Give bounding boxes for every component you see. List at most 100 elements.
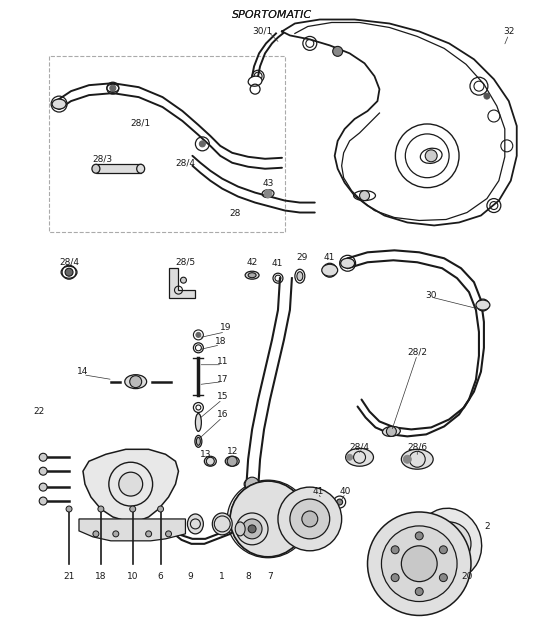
Circle shape	[367, 512, 471, 615]
Text: 20: 20	[461, 572, 473, 581]
Ellipse shape	[204, 457, 216, 466]
Text: 28/1: 28/1	[131, 119, 151, 127]
Circle shape	[337, 499, 343, 505]
Circle shape	[403, 455, 411, 463]
Circle shape	[98, 506, 104, 512]
Circle shape	[439, 546, 447, 554]
Circle shape	[439, 534, 459, 554]
Ellipse shape	[322, 264, 338, 276]
Circle shape	[425, 150, 437, 162]
Text: 13: 13	[199, 450, 211, 459]
Circle shape	[39, 467, 47, 475]
Text: 18: 18	[95, 572, 107, 581]
Circle shape	[242, 493, 294, 545]
Circle shape	[196, 332, 201, 337]
Circle shape	[230, 481, 306, 557]
Ellipse shape	[248, 76, 262, 86]
Circle shape	[93, 531, 99, 537]
Circle shape	[315, 492, 325, 502]
Circle shape	[326, 266, 334, 274]
Text: 41: 41	[324, 253, 335, 262]
Text: 28: 28	[229, 209, 241, 218]
Circle shape	[66, 506, 72, 512]
Circle shape	[391, 573, 399, 582]
Text: 16: 16	[216, 410, 228, 419]
Text: 15: 15	[216, 392, 228, 401]
Ellipse shape	[416, 508, 482, 580]
Ellipse shape	[297, 272, 303, 281]
Circle shape	[110, 85, 116, 91]
Ellipse shape	[213, 513, 232, 535]
Text: 1: 1	[220, 572, 225, 581]
Text: 12: 12	[227, 447, 238, 456]
Ellipse shape	[227, 480, 309, 558]
Circle shape	[439, 573, 447, 582]
Circle shape	[65, 268, 73, 276]
Circle shape	[130, 376, 142, 387]
Circle shape	[39, 497, 47, 505]
Text: 8: 8	[245, 572, 251, 581]
Circle shape	[302, 511, 318, 527]
Ellipse shape	[195, 435, 202, 447]
Text: 28/5: 28/5	[175, 257, 196, 267]
Text: 21: 21	[63, 572, 75, 581]
Circle shape	[347, 454, 353, 460]
Ellipse shape	[244, 478, 260, 490]
Polygon shape	[168, 268, 196, 298]
Text: 14: 14	[77, 367, 89, 376]
Text: 41: 41	[312, 487, 323, 495]
Text: 6: 6	[158, 572, 164, 581]
Text: 40: 40	[340, 487, 352, 495]
Circle shape	[39, 453, 47, 461]
Text: 22: 22	[34, 407, 45, 416]
Ellipse shape	[92, 165, 100, 173]
Text: 28/6: 28/6	[407, 443, 427, 452]
Ellipse shape	[248, 273, 256, 278]
Text: SPORTOMATIC: SPORTOMATIC	[232, 9, 312, 19]
Text: 29: 29	[296, 253, 307, 262]
Circle shape	[391, 546, 399, 554]
Text: 42: 42	[246, 257, 258, 267]
Circle shape	[180, 277, 186, 283]
Text: 9: 9	[187, 572, 193, 581]
Circle shape	[360, 191, 370, 200]
Text: 28/4: 28/4	[349, 443, 370, 452]
Text: 17: 17	[216, 375, 228, 384]
Circle shape	[236, 513, 268, 545]
Text: 18: 18	[215, 337, 226, 347]
Circle shape	[227, 457, 237, 466]
Ellipse shape	[245, 271, 259, 279]
Circle shape	[386, 426, 396, 436]
Circle shape	[415, 588, 423, 595]
Circle shape	[39, 483, 47, 491]
Circle shape	[278, 487, 342, 551]
Circle shape	[401, 546, 437, 582]
Text: 32: 32	[503, 27, 514, 36]
Ellipse shape	[225, 457, 239, 466]
Ellipse shape	[137, 165, 144, 173]
Circle shape	[199, 141, 205, 147]
Circle shape	[382, 526, 457, 602]
Text: 28/4: 28/4	[175, 158, 196, 167]
Text: 28/2: 28/2	[407, 347, 427, 356]
Ellipse shape	[196, 413, 201, 431]
Ellipse shape	[196, 437, 201, 445]
Circle shape	[415, 532, 423, 540]
Text: 10: 10	[127, 572, 138, 581]
Circle shape	[230, 481, 306, 557]
Circle shape	[245, 477, 259, 491]
Circle shape	[113, 531, 119, 537]
Polygon shape	[96, 164, 141, 173]
Ellipse shape	[401, 449, 433, 469]
Text: 7: 7	[267, 572, 273, 581]
Ellipse shape	[52, 99, 66, 109]
Text: 30: 30	[426, 291, 437, 300]
Circle shape	[290, 499, 330, 539]
Text: 30/1: 30/1	[252, 27, 272, 36]
Text: 28/4: 28/4	[59, 257, 79, 267]
Circle shape	[332, 46, 343, 57]
Circle shape	[484, 93, 490, 99]
Circle shape	[166, 531, 172, 537]
Text: 28/3: 28/3	[93, 154, 113, 163]
Ellipse shape	[346, 448, 373, 466]
